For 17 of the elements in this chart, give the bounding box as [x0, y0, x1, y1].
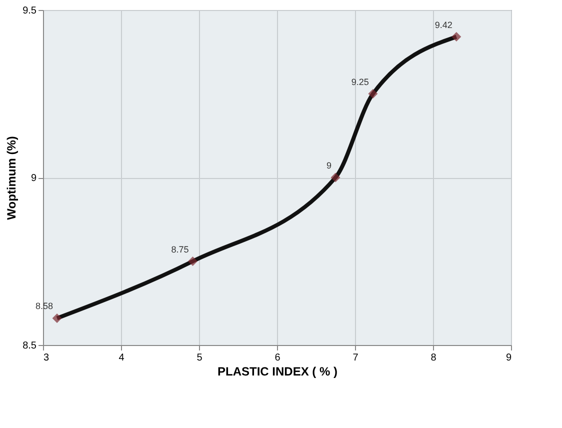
data-label: 8.58	[36, 301, 54, 312]
data-label: 9.42	[434, 20, 452, 30]
x-tick-label: 3	[44, 352, 50, 364]
x-tick-label: 7	[352, 352, 359, 364]
x-tick-label: 8	[430, 352, 437, 364]
y-tick-label: 9	[30, 173, 37, 184]
x-tick-label: 9	[506, 352, 512, 364]
y-tick-label: 8.5	[22, 340, 37, 352]
x-tick-label: 5	[196, 352, 203, 364]
y-tick-label: 9.5	[22, 6, 37, 16]
data-label: 8.75	[171, 244, 189, 254]
data-label: 9.25	[351, 76, 369, 87]
x-axis-title: PLASTIC INDEX ( % )	[217, 364, 338, 378]
data-label: 9	[326, 160, 332, 170]
x-tick-label: 4	[118, 352, 125, 364]
y-axis-title: Woptimum (%)	[4, 136, 19, 220]
x-tick-label: 6	[274, 352, 281, 364]
